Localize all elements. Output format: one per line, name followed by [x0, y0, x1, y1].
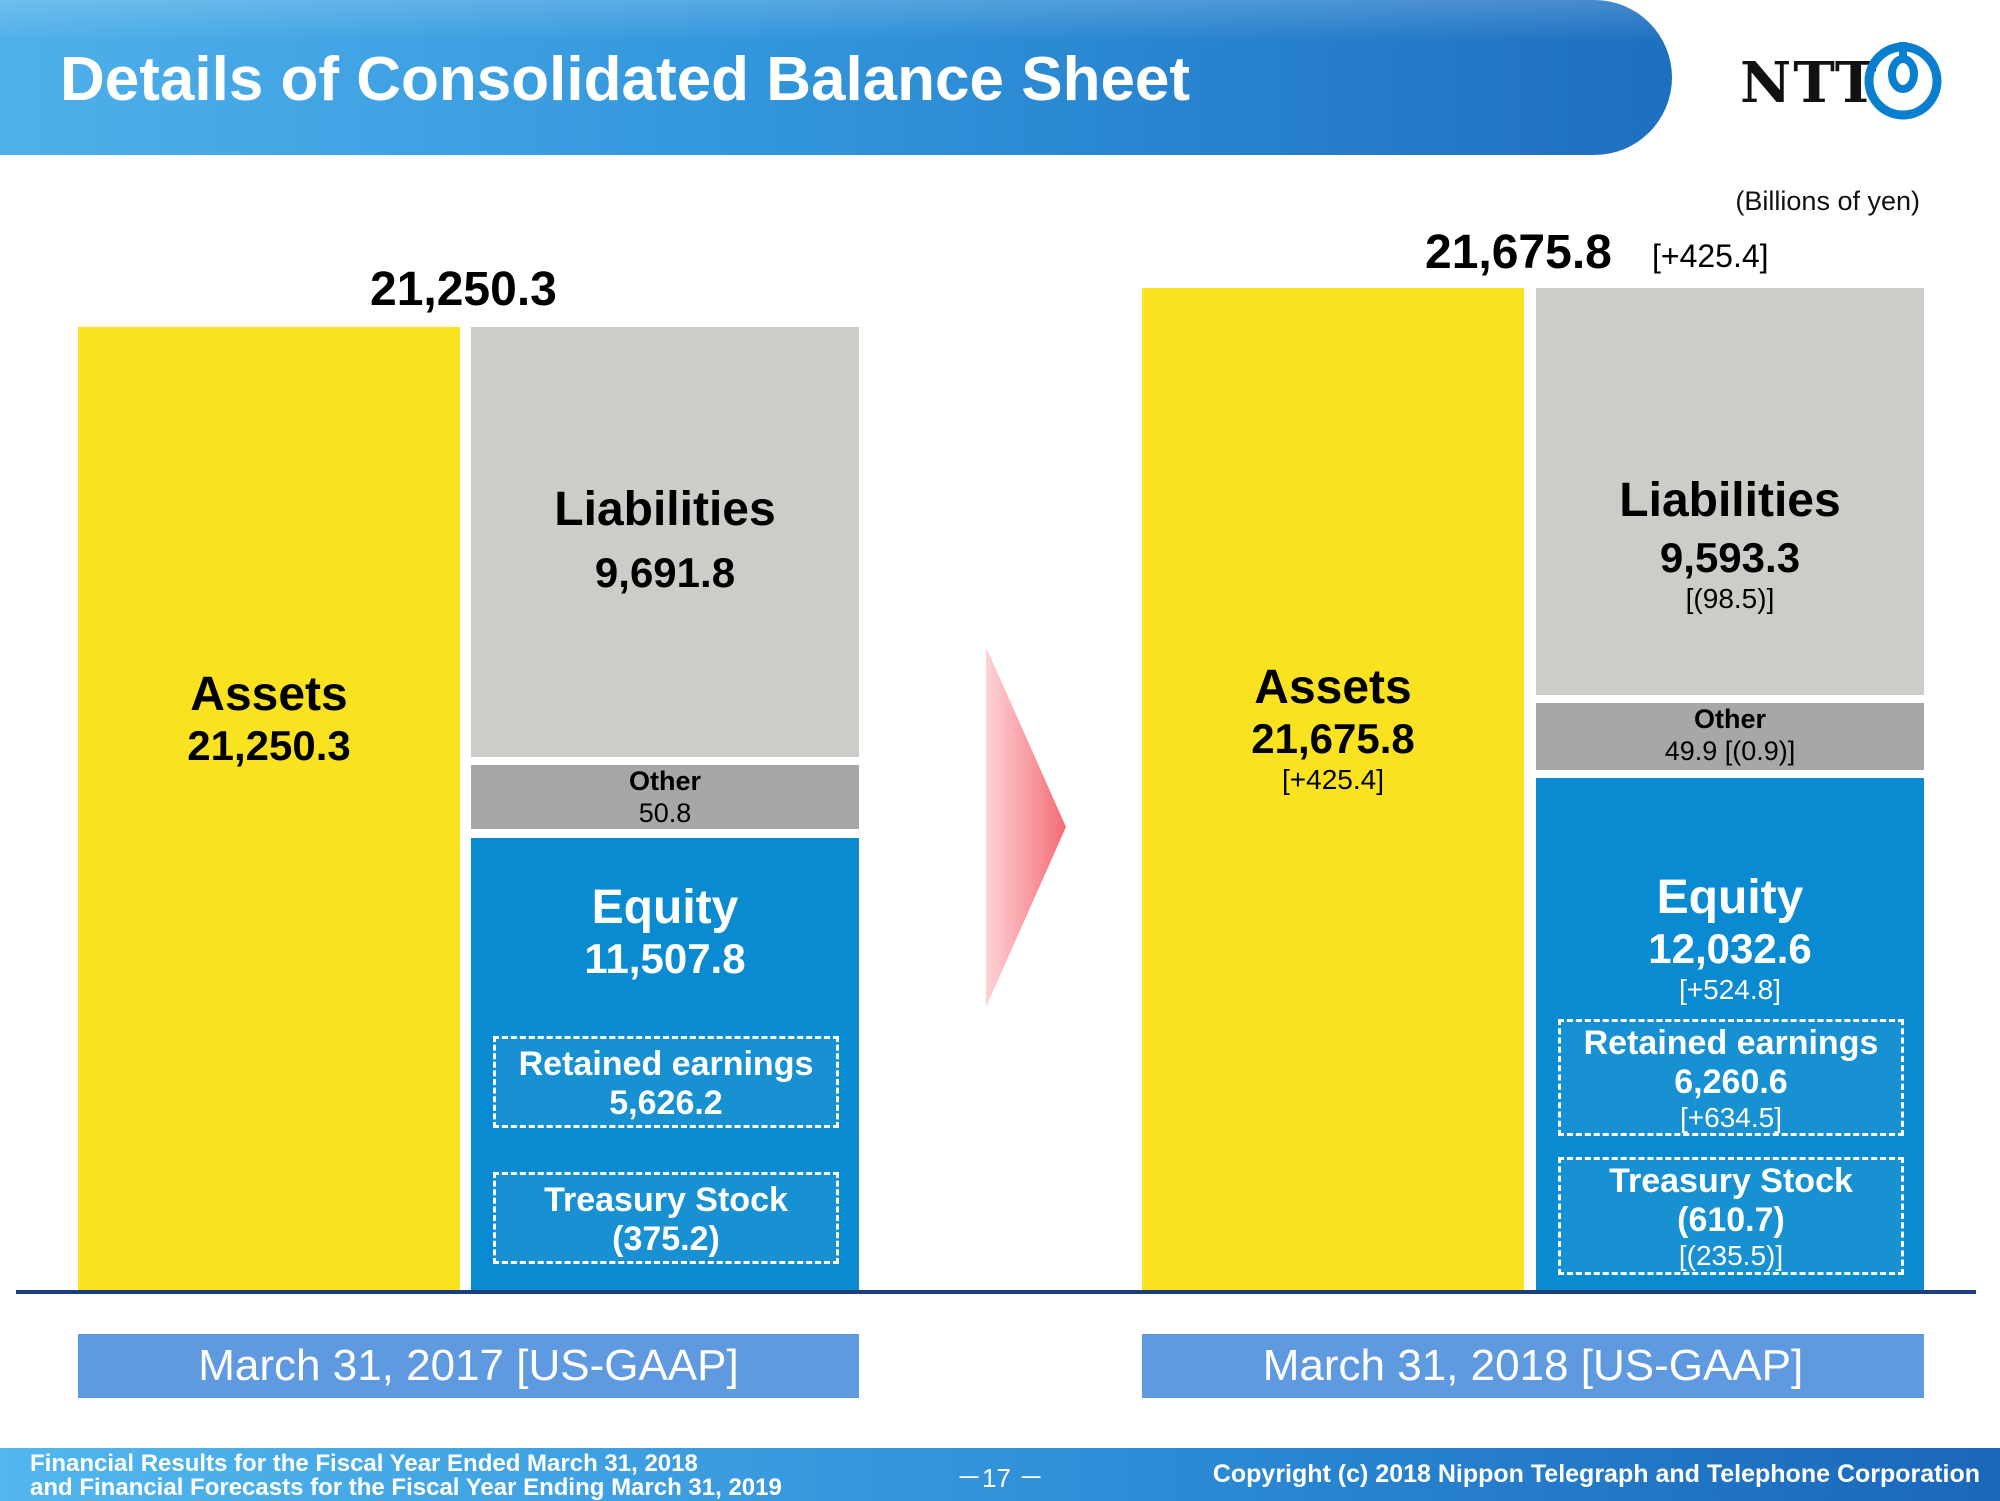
ntt-logo-icon — [1864, 42, 1942, 120]
equity-value-2018: 12,032.6 — [1648, 925, 1812, 973]
copyright-text: Copyright (c) 2018 Nippon Telegraph and … — [1212, 1460, 1980, 1488]
assets-value-2017: 21,250.3 — [187, 722, 351, 770]
footer-report-title: Financial Results for the Fiscal Year En… — [30, 1452, 782, 1500]
liabilities-block-2017: Liabilities 9,691.8 — [471, 327, 859, 757]
retained-earnings-box-2017: Retained earnings 5,626.2 — [493, 1036, 839, 1128]
liabilities-change-2018: [(98.5)] — [1685, 583, 1775, 615]
retained-earnings-value-2017: 5,626.2 — [609, 1084, 723, 1123]
other-block-2017: Other 50.8 — [471, 765, 859, 829]
ntt-logo-text: NTT — [1740, 50, 1879, 116]
page-title: Details of Consolidated Balance Sheet — [60, 45, 1191, 114]
liabilities-value-2018: 9,593.3 — [1659, 534, 1801, 582]
liabilities-label-2018: Liabilities — [1619, 474, 1841, 527]
retained-earnings-label-2018: Retained earnings — [1583, 1024, 1879, 1062]
treasury-stock-label-2018: Treasury Stock — [1609, 1162, 1853, 1200]
equity-block-2018: Equity 12,032.6 [+524.8] Retained earnin… — [1536, 778, 1924, 1290]
other-label-2018: Other — [1693, 704, 1766, 734]
retained-earnings-label-2017: Retained earnings — [518, 1045, 814, 1083]
units-note: (Billions of yen) — [1735, 186, 1920, 216]
equity-block-2017: Equity 11,507.8 Retained earnings 5,626.… — [471, 838, 859, 1290]
treasury-stock-label-2017: Treasury Stock — [544, 1181, 788, 1219]
treasury-stock-value-2017: (375.2) — [612, 1220, 720, 1259]
transition-arrow-icon — [986, 647, 1066, 1007]
liabilities-value-2017: 9,691.8 — [594, 549, 736, 597]
footer-band — [0, 1448, 2000, 1501]
date-label-2018: March 31, 2018 [US-GAAP] — [1142, 1334, 1924, 1398]
header-band — [0, 0, 1672, 155]
assets-value-2018: 21,675.8 — [1251, 715, 1415, 763]
baseline-divider — [16, 1290, 1976, 1294]
liabilities-label-2017: Liabilities — [554, 483, 776, 536]
assets-label-2018: Assets — [1254, 661, 1412, 714]
assets-block-2018: Assets 21,675.8 [+425.4] — [1142, 288, 1524, 1290]
footer-line-2: and Financial Forecasts for the Fiscal Y… — [30, 1474, 782, 1501]
footer-line-1: Financial Results for the Fiscal Year En… — [30, 1450, 698, 1477]
retained-earnings-box-2018: Retained earnings 6,260.6 [+634.5] — [1558, 1019, 1904, 1136]
liabilities-block-2018: Liabilities 9,593.3 [(98.5)] — [1536, 288, 1924, 695]
other-label-2017: Other — [628, 766, 701, 796]
retained-earnings-value-2018: 6,260.6 — [1674, 1063, 1788, 1102]
other-value-2017: 50.8 — [638, 797, 692, 828]
total-2017: 21,250.3 — [370, 263, 557, 316]
other-block-2018: Other 49.9 [(0.9)] — [1536, 703, 1924, 770]
equity-label-2017: Equity — [591, 881, 739, 934]
treasury-stock-box-2018: Treasury Stock (610.7) [(235.5)] — [1558, 1157, 1904, 1275]
equity-value-2017: 11,507.8 — [584, 935, 746, 983]
assets-label-2017: Assets — [190, 668, 348, 721]
treasury-stock-change-2018: [(235.5)] — [1678, 1240, 1784, 1272]
other-value-2018: 49.9 [(0.9)] — [1664, 735, 1796, 766]
treasury-stock-value-2018: (610.7) — [1677, 1201, 1785, 1240]
equity-label-2018: Equity — [1656, 871, 1804, 924]
date-label-2017: March 31, 2017 [US-GAAP] — [78, 1334, 859, 1398]
total-2018: 21,675.8 — [1425, 226, 1612, 279]
equity-change-2018: [+524.8] — [1679, 974, 1781, 1006]
page-number: －17 － — [956, 1463, 1045, 1493]
assets-block-2017: Assets 21,250.3 — [78, 327, 460, 1290]
assets-change-2018: [+425.4] — [1282, 764, 1384, 796]
retained-earnings-change-2018: [+634.5] — [1680, 1102, 1782, 1134]
total-change-2018: [+425.4] — [1652, 238, 1769, 274]
treasury-stock-box-2017: Treasury Stock (375.2) — [493, 1172, 839, 1264]
